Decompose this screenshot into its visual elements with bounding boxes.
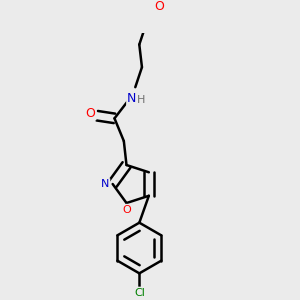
Text: Cl: Cl — [134, 287, 145, 298]
Text: H: H — [136, 95, 145, 105]
Text: O: O — [122, 205, 131, 215]
Text: O: O — [85, 106, 95, 119]
Text: N: N — [127, 92, 136, 105]
Text: O: O — [154, 0, 164, 13]
Text: N: N — [101, 179, 110, 189]
